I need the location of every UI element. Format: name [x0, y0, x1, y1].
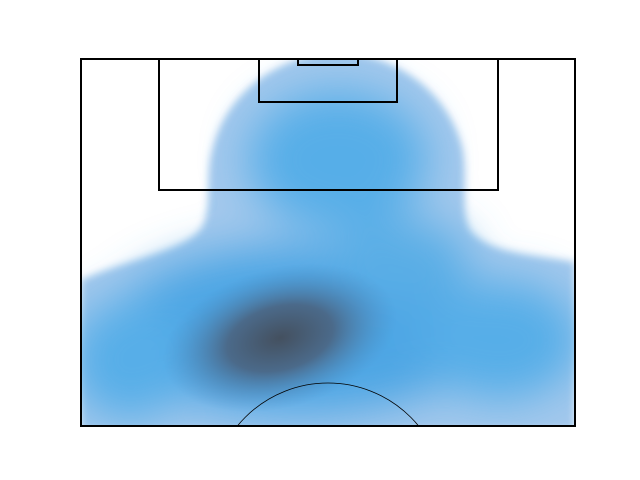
density-layer: [81, 59, 575, 426]
density-blob: [81, 300, 190, 420]
density-core: [162, 263, 398, 413]
centre-circle: [236, 382, 420, 426]
centre-arc: [236, 382, 420, 426]
pitch-lines: [80, 58, 576, 427]
density-blob: [248, 90, 428, 230]
goal: [297, 58, 359, 66]
density-blob: [420, 280, 575, 400]
